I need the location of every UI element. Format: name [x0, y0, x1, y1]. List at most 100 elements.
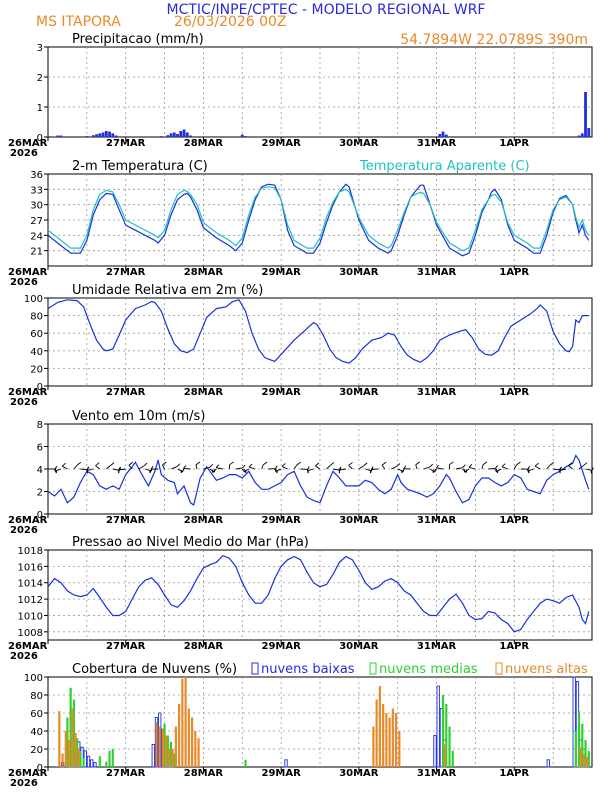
year-label: 2026 [10, 778, 38, 789]
precip-bar [444, 134, 448, 137]
cloud-bar-low [90, 759, 94, 768]
wind-barb-flag [449, 461, 454, 466]
cloud-bar-low [151, 744, 155, 768]
wind-barb [261, 464, 264, 470]
precip-bar [114, 135, 118, 137]
x-tick-label: 27MAR [106, 641, 146, 652]
wind-barb [436, 467, 444, 470]
cloud-bar-high [64, 731, 67, 767]
precip-bar [189, 135, 192, 137]
legend-swatch [495, 662, 503, 675]
x-tick-label: 29MAR [261, 768, 301, 779]
cloud-bar-mid [169, 741, 173, 767]
precip-bar [108, 131, 111, 137]
wind-barb-flag [61, 462, 66, 467]
wind-barb [501, 466, 508, 470]
x-tick-label: 31MAR [417, 641, 457, 652]
x-tick-label: 27MAR [106, 768, 146, 779]
wind-barb-flag [468, 463, 473, 468]
wind-barb [481, 464, 484, 470]
cloud-bar-low [436, 685, 440, 768]
wind-barb [315, 465, 321, 470]
wind-barb-flag [128, 461, 134, 466]
precip-bar [91, 135, 95, 137]
precip-bar [159, 136, 163, 137]
wind-barb-flag [370, 466, 374, 470]
panel-clouds: 0 20 40 60 80 100 26MAR 27MAR 28MAR 29MAR 30MAR 31M… [8, 662, 593, 789]
wind-barb-flag [306, 467, 309, 471]
y-tick-label: 2 [37, 488, 43, 499]
precip-bar [169, 133, 173, 137]
wind-barb [203, 466, 210, 470]
cloud-bar-high [161, 729, 165, 767]
cloud-bar-high [582, 753, 585, 767]
y-tick-label: 0 [37, 133, 43, 144]
x-tick-label: 31MAR [417, 387, 457, 398]
wind-barb-flag [76, 461, 82, 466]
y-tick-label: 33 [30, 185, 43, 196]
legend-entry: Temperatura Aparente (C) [359, 159, 530, 174]
wind-barb [86, 468, 94, 472]
wind-barb [180, 468, 185, 474]
y-tick-label: 0 [37, 382, 43, 393]
y-tick-label: 0 [37, 510, 43, 521]
wind-barb-flag [209, 463, 214, 468]
wind-barb-flag [329, 462, 335, 466]
precip-bar [172, 132, 176, 137]
x-tick-label: 29MAR [261, 515, 301, 526]
precip-bar [53, 136, 56, 137]
cloud-bar-high [382, 704, 385, 767]
y-tick-label: 4 [37, 465, 43, 476]
wind-barb-flag [381, 461, 387, 466]
cloud-bar-high [394, 713, 398, 767]
wind-barb-flag [396, 463, 401, 467]
wind-barb [546, 464, 551, 470]
cloud-bar-mid [79, 750, 82, 767]
x-tick-label: 28MAR [184, 387, 224, 398]
panel-frame [47, 297, 593, 387]
panel-press: 1008 1010 1012 1014 1016 1018 26MAR 27MAR 28MAR 2… [8, 535, 593, 662]
wind-barb [118, 468, 126, 471]
precip-bar [104, 131, 108, 137]
cloud-bar-mid [72, 699, 76, 767]
wind-barb [578, 465, 584, 470]
wind-barb [105, 465, 111, 470]
cloud-bar-mid [173, 753, 176, 767]
x-tick-label: 31MAR [417, 515, 457, 526]
coordinates-label: 54.7894W 22.0789S 390m [400, 32, 588, 48]
wind-barb [495, 468, 502, 473]
wind-barb-flag [516, 461, 521, 466]
wind-barb [183, 467, 191, 470]
precip-bar [182, 129, 186, 137]
wind-barb-flag [415, 461, 421, 466]
wind-barb-flag [494, 465, 498, 469]
wind-barb-flag [183, 465, 187, 469]
x-tick-label: 28MAR [184, 768, 224, 779]
panel-title: Cobertura de Nuvens (%) [72, 662, 237, 677]
wind-barb [95, 465, 101, 470]
y-tick-label: 100 [24, 294, 43, 305]
wind-barb [138, 465, 144, 470]
x-tick-label: 30MAR [339, 641, 379, 652]
cloud-bar-high [181, 678, 184, 767]
wind-barb [128, 464, 133, 470]
panel-title: Umidade Relativa em 2m (%) [72, 283, 263, 298]
cloud-bar-high [579, 747, 582, 767]
cloud-bar-high [372, 726, 375, 767]
precip-bar [98, 133, 102, 137]
wind-barb-flag [86, 467, 89, 471]
wind-barb-flag [215, 464, 220, 468]
wind-barb-flag [534, 462, 539, 467]
year-label: 2026 [10, 277, 38, 288]
wind-barb [54, 468, 62, 472]
cloud-bar-high [71, 708, 74, 767]
y-tick-label: 8 [37, 420, 43, 431]
y-tick-label: 20 [30, 364, 43, 375]
y-tick-label: 21 [30, 247, 43, 258]
x-tick-label: 28MAR [184, 138, 224, 149]
cloud-bar-high [378, 686, 381, 767]
cloud-bar-mid [451, 750, 454, 767]
y-tick-label: 24 [30, 231, 43, 242]
precip-bar [441, 131, 445, 137]
cloud-bar-high [388, 717, 391, 767]
